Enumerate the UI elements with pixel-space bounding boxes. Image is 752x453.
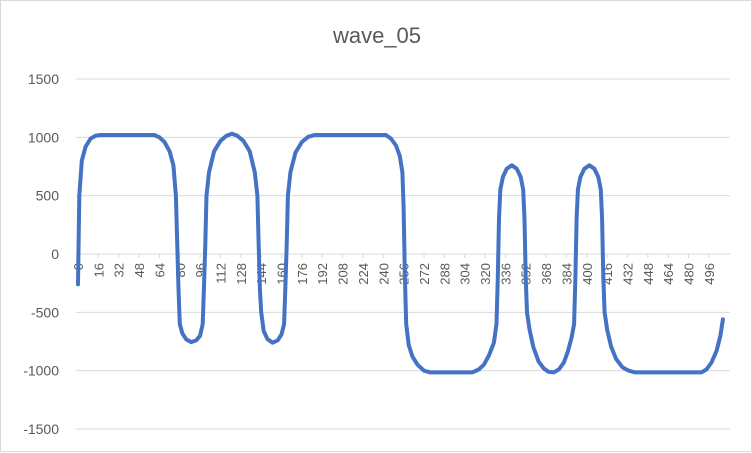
x-tick-label: 400: [580, 263, 595, 285]
y-tick-label: -1500: [23, 421, 59, 437]
x-tick-label: 64: [152, 263, 167, 277]
x-tick-label: 224: [356, 263, 371, 285]
x-tick-label: 80: [173, 263, 188, 277]
y-tick-label: 1000: [28, 129, 59, 145]
x-tick-label: 304: [458, 263, 473, 285]
x-tick-label: 464: [661, 263, 676, 285]
y-tick-label: 0: [51, 246, 59, 262]
x-tick-label: 384: [559, 263, 574, 285]
y-tick-label: -500: [31, 304, 59, 320]
x-tick-label: 272: [417, 263, 432, 285]
y-tick-label: -1000: [23, 363, 59, 379]
x-tick-label: 128: [234, 263, 249, 285]
chart-title: wave_05: [332, 23, 422, 48]
x-tick-label: 176: [295, 263, 310, 285]
y-tick-label: 1500: [28, 71, 59, 87]
x-tick-label: 208: [336, 263, 351, 285]
x-tick-label: 448: [641, 263, 656, 285]
x-tick-label: 112: [213, 263, 228, 284]
x-tick-label: 16: [91, 263, 106, 277]
y-tick-label: 500: [36, 188, 60, 204]
x-tick-label: 48: [132, 263, 147, 277]
x-tick-label: 320: [478, 263, 493, 285]
x-tick-label: 432: [621, 263, 636, 285]
x-tick-label: 336: [498, 263, 513, 285]
x-tick-label: 32: [112, 263, 127, 277]
x-tick-label: 192: [315, 263, 330, 285]
x-tick-label: 368: [539, 263, 554, 285]
x-tick-label: 496: [702, 263, 717, 285]
x-tick-label: 240: [376, 263, 391, 285]
series-line: [76, 131, 725, 375]
x-tick-label: 288: [437, 263, 452, 285]
x-tick-label: 480: [682, 263, 697, 285]
